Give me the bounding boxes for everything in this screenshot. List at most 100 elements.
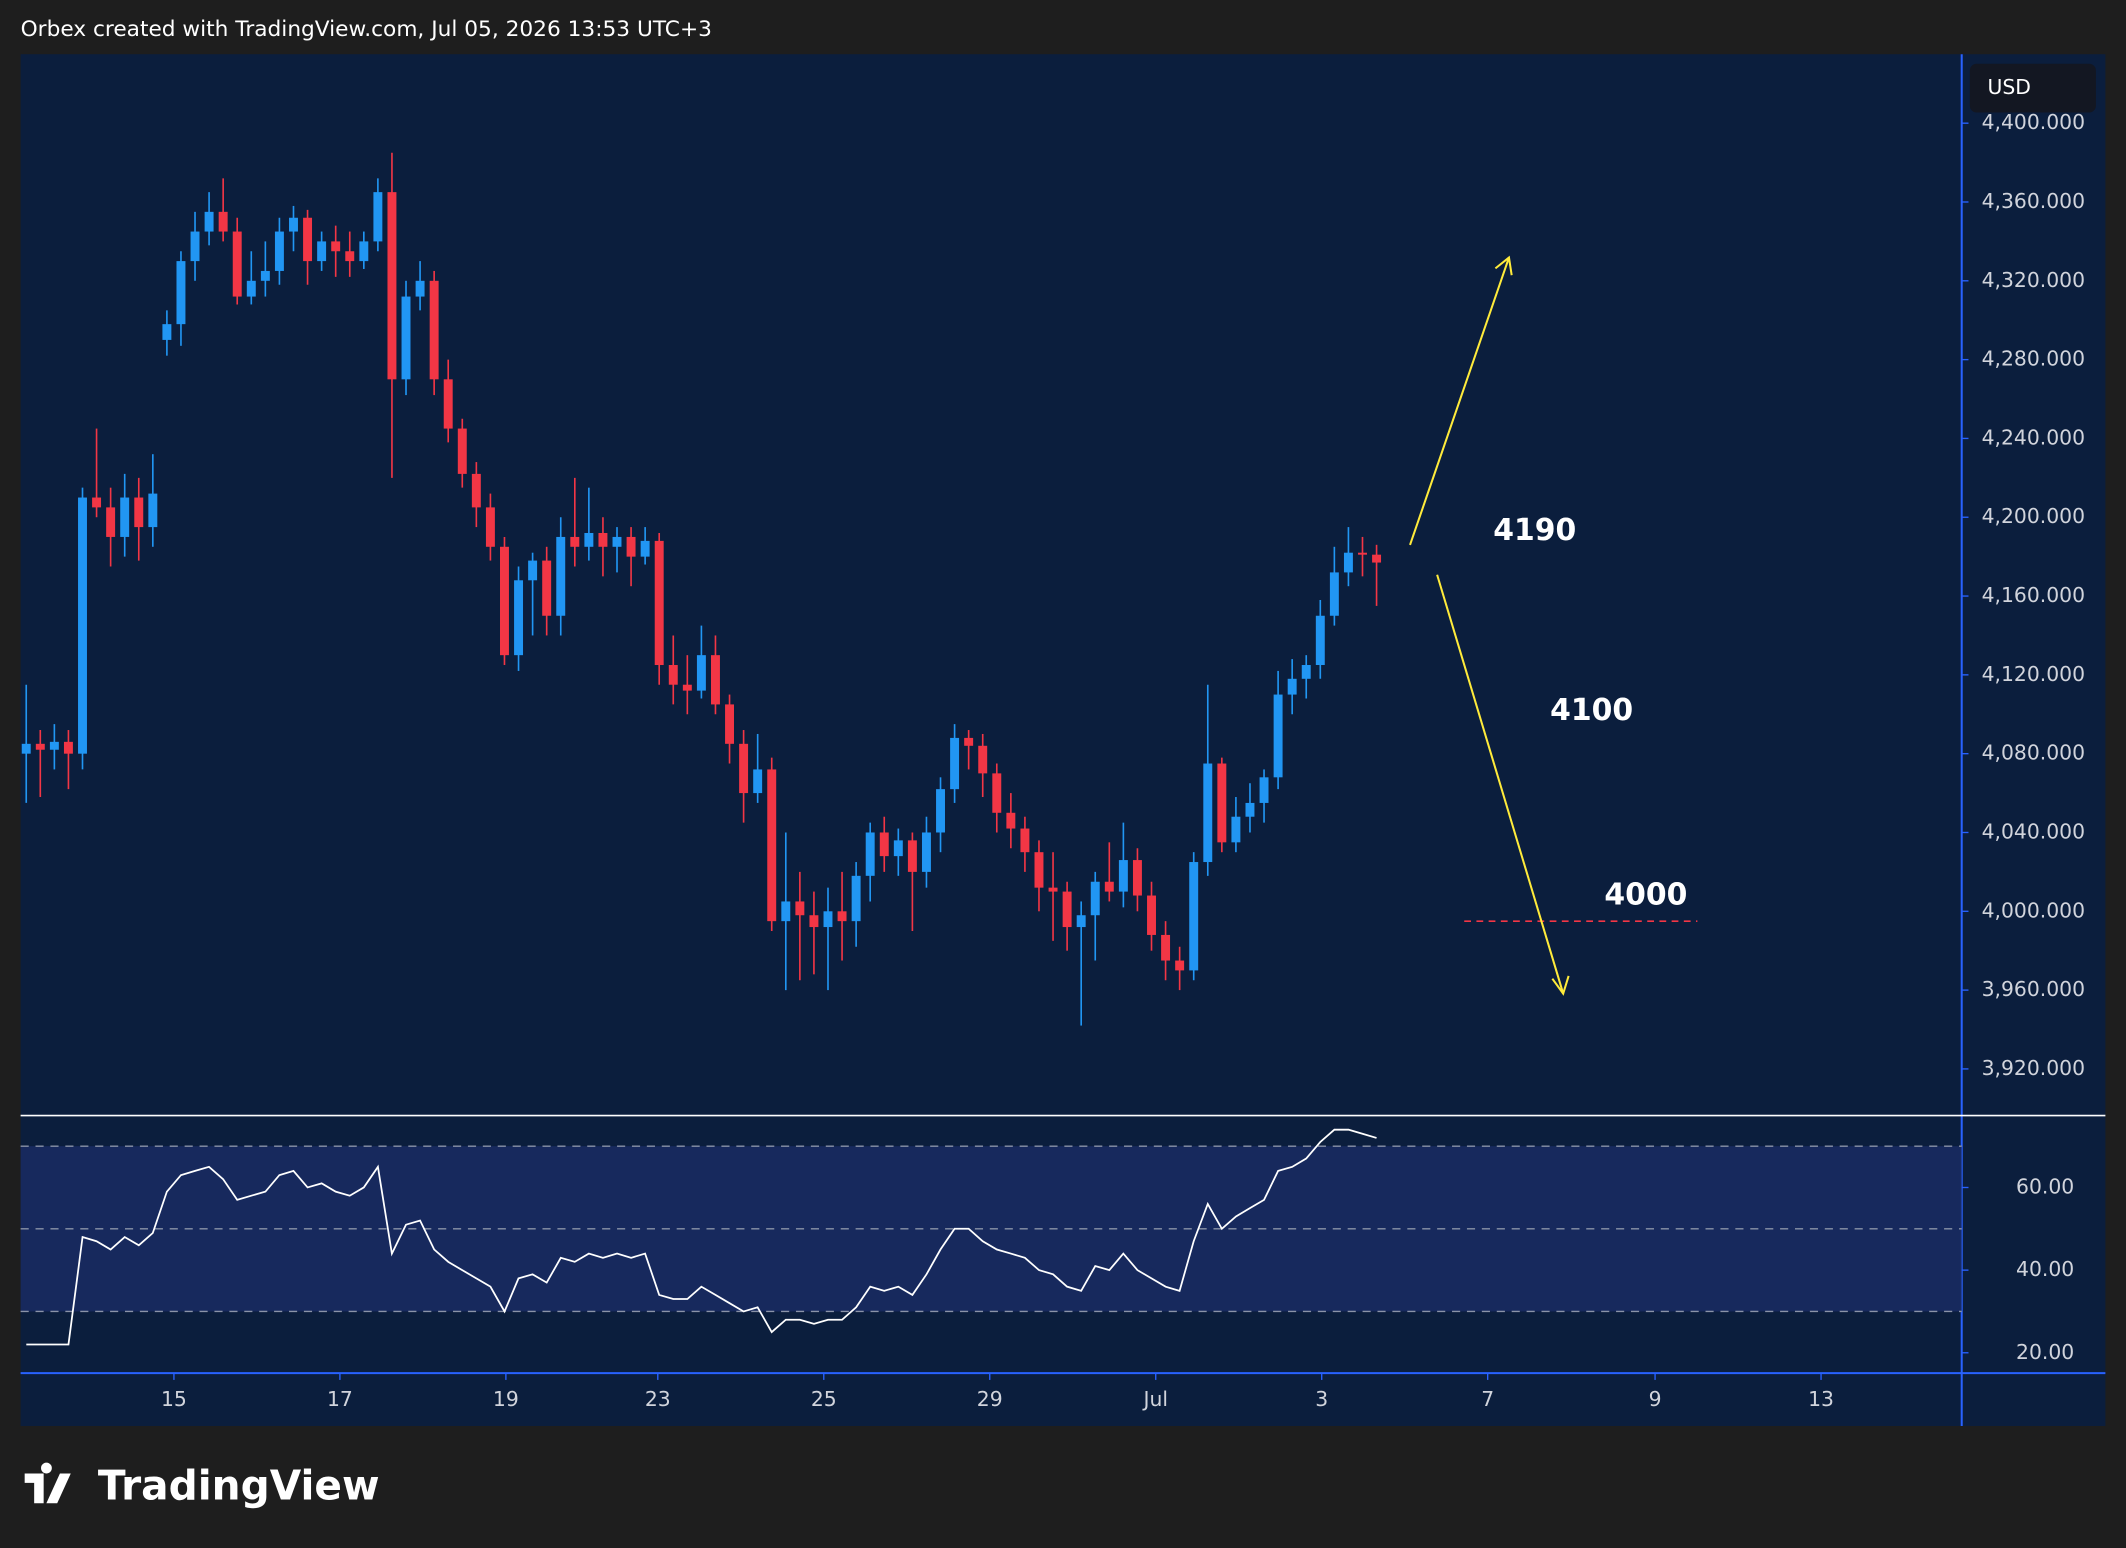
price-tick-label: 4,400.000 <box>1982 110 2085 134</box>
arrow-up-head <box>1494 255 1513 276</box>
rsi-tick-label: 60.00 <box>2016 1174 2074 1198</box>
candle-body <box>823 911 833 928</box>
candle-body <box>1231 816 1241 843</box>
candle-body <box>696 655 706 691</box>
candle-body <box>92 497 102 508</box>
candle-body <box>274 231 284 271</box>
candle-body <box>260 270 270 281</box>
candle-body <box>851 875 861 922</box>
candle-body <box>795 901 805 916</box>
candle-body <box>120 497 130 537</box>
candle-body <box>471 473 481 508</box>
candle-body <box>78 497 87 754</box>
price-tick-label: 4,320.000 <box>1982 268 2085 292</box>
candle-body <box>1118 860 1128 892</box>
candle-body <box>626 536 636 557</box>
candle-body <box>556 536 566 616</box>
candle-body <box>373 192 383 242</box>
candle-body <box>514 580 524 656</box>
candle-body <box>429 280 439 380</box>
price-tick-label: 4,120.000 <box>1982 662 2085 686</box>
candle-body <box>739 743 749 794</box>
candle-body <box>1090 881 1100 916</box>
price-tick-label: 4,200.000 <box>1982 504 2085 528</box>
candle-body <box>542 560 552 616</box>
candle-body <box>246 280 256 297</box>
price-tick-label: 4,000.000 <box>1982 898 2085 922</box>
candle-body <box>1287 678 1297 695</box>
rsi-tick-label: 40.00 <box>2016 1257 2074 1281</box>
candle-body <box>1147 895 1156 935</box>
candle-body <box>1329 572 1339 616</box>
time-tick-label: 29 <box>977 1387 1003 1411</box>
candle-body <box>865 832 875 876</box>
candle-body <box>1076 915 1086 928</box>
candle-body <box>1273 694 1283 778</box>
candle-body <box>162 324 172 340</box>
candle-body <box>148 493 158 528</box>
candle-body <box>387 192 397 380</box>
candle-body <box>907 840 917 872</box>
rsi-tick-label: 20.00 <box>2016 1340 2074 1364</box>
header: Orbex created with TradingView.com, Jul … <box>21 17 712 42</box>
candle-body <box>1062 891 1072 928</box>
time-tick-label: 15 <box>161 1387 187 1411</box>
price-tick-label: 4,040.000 <box>1982 819 2085 843</box>
candle-body <box>837 911 847 922</box>
candle-body <box>415 280 425 297</box>
candle-body <box>950 737 960 790</box>
candle-body <box>359 241 369 262</box>
currency-badge[interactable] <box>1969 63 2096 113</box>
price-tick-label: 4,280.000 <box>1982 347 2085 371</box>
time-tick-label: 23 <box>645 1387 671 1411</box>
candle-body <box>570 536 580 547</box>
candle-body <box>303 217 313 262</box>
candle-body <box>598 533 608 547</box>
candle-body <box>176 261 186 325</box>
candle-body <box>331 241 341 252</box>
candle-body <box>992 773 1002 813</box>
candle-body <box>218 211 228 232</box>
candle-body <box>1358 552 1367 555</box>
time-tick-label: Jul <box>1141 1387 1168 1411</box>
logo-text: TradingView <box>98 1461 380 1509</box>
time-tick-label: 13 <box>1808 1387 1834 1411</box>
price-tick-label: 3,920.000 <box>1982 1056 2085 1080</box>
candle-body <box>457 428 467 474</box>
candle-body <box>978 745 988 774</box>
candle-body <box>654 540 664 666</box>
tradingview-logo: TradingView <box>24 1461 380 1509</box>
candle-body <box>1161 934 1171 961</box>
candle-body <box>1132 860 1142 896</box>
candle-body <box>317 241 327 262</box>
candle-body <box>204 211 214 232</box>
candle-body <box>1006 812 1016 829</box>
arrow-up <box>1409 257 1510 546</box>
time-tick-label: 25 <box>811 1387 837 1411</box>
candle-body <box>35 743 45 750</box>
time-tick-label: 7 <box>1481 1387 1494 1411</box>
candle-body <box>879 832 889 857</box>
candle-body <box>668 665 678 685</box>
candle-body <box>49 741 59 750</box>
arrow-down <box>1436 574 1565 994</box>
candle-body <box>1189 862 1199 971</box>
candle-body <box>232 231 242 297</box>
candle-body <box>21 743 31 754</box>
candle-body <box>190 231 200 262</box>
candle-body <box>964 737 974 746</box>
time-tick-label: 17 <box>327 1387 353 1411</box>
annotation: 4100 <box>1550 693 1633 728</box>
currency-label[interactable]: USD <box>1987 75 2030 99</box>
candle-body <box>1203 763 1213 863</box>
candle-body <box>936 789 945 833</box>
candle-body <box>528 560 538 581</box>
time-tick-label: 19 <box>493 1387 519 1411</box>
price-tick-label: 3,960.000 <box>1982 977 2085 1001</box>
candle-body <box>767 769 777 922</box>
candle-body <box>1301 665 1311 679</box>
candle-body <box>134 497 144 528</box>
candle-body <box>612 536 622 547</box>
arrow-down-head <box>1551 975 1570 996</box>
